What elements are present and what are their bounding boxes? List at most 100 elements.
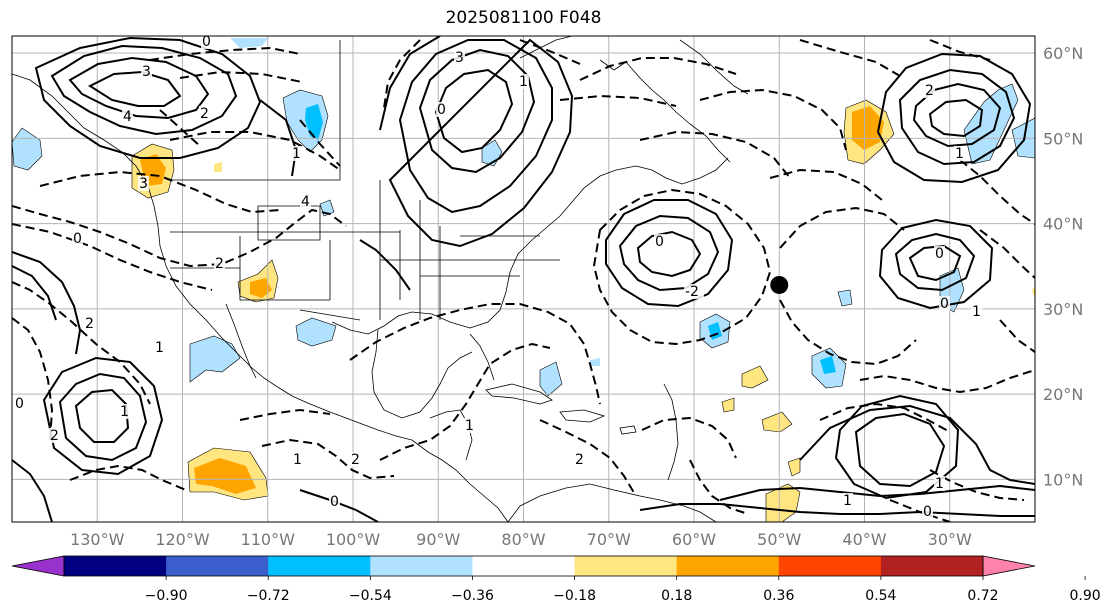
longitude-label: 90°W bbox=[416, 530, 460, 549]
contour-label: 4 bbox=[123, 109, 132, 125]
contour-label: 2 bbox=[925, 83, 934, 99]
colorbar-tick-label: 0.18 bbox=[661, 588, 692, 604]
contour-label: 1 bbox=[935, 476, 944, 492]
contour-label-bg bbox=[119, 404, 130, 419]
contour-label: 1 bbox=[843, 493, 852, 509]
colorbar-extend-high bbox=[982, 555, 1036, 577]
shade-blue bbox=[295, 317, 337, 347]
colorbar-swatch bbox=[574, 556, 678, 576]
shade-yellow bbox=[1032, 286, 1035, 300]
colorbar-swatch bbox=[370, 556, 473, 576]
contour-label-bg bbox=[49, 428, 60, 443]
contour-label-bg bbox=[199, 106, 210, 121]
contour-label: 1 bbox=[519, 74, 528, 90]
shade-blue bbox=[539, 361, 563, 397]
contours-positive bbox=[12, 36, 1035, 522]
contour-label: 0 bbox=[15, 396, 24, 412]
colorbar-swatch bbox=[676, 556, 780, 576]
colorbar-swatch bbox=[64, 556, 167, 576]
colorbar-tick-label: 0.90 bbox=[1070, 588, 1101, 604]
contour-label: 1 bbox=[293, 452, 302, 468]
shade-yellow bbox=[721, 397, 735, 413]
location-marker bbox=[770, 275, 789, 294]
colorbar-swatch bbox=[268, 556, 371, 576]
shade-yellow bbox=[741, 365, 769, 389]
colorbar-tick-label: −0.36 bbox=[451, 588, 494, 604]
contour-label-bg bbox=[922, 504, 933, 519]
colorbar-extend-low bbox=[11, 555, 65, 577]
contour-label-bg bbox=[141, 64, 152, 79]
shade-orange bbox=[250, 278, 272, 298]
shade-cyan bbox=[820, 356, 836, 374]
shade-yellow bbox=[761, 411, 793, 433]
contour-label-bg bbox=[14, 396, 25, 411]
contour-label: 0 bbox=[923, 504, 932, 520]
contour-label-bg bbox=[464, 418, 475, 433]
contour-label-bg bbox=[842, 493, 853, 508]
contour-label: 1 bbox=[155, 340, 164, 356]
colorbar-tick-label: 0.36 bbox=[763, 588, 794, 604]
contour-label-bg bbox=[934, 246, 945, 261]
contour-label-bg bbox=[72, 231, 83, 246]
longitude-label: 60°W bbox=[672, 530, 716, 549]
contour-label: 3 bbox=[142, 64, 151, 80]
shade-yellow bbox=[787, 457, 801, 477]
colorbar-tick-labels: −0.90 −0.72 −0.54 −0.36 −0.18 0.18 0.36 0.54 0.7… bbox=[145, 576, 1101, 604]
colorbar-tick-label: −0.18 bbox=[553, 588, 596, 604]
colorbar-tick-label: −0.90 bbox=[145, 588, 188, 604]
shade-blue bbox=[590, 358, 600, 366]
contour-label: 0 bbox=[73, 231, 82, 247]
contour-label: 3 bbox=[139, 176, 148, 192]
colorbar-tick-label: −0.54 bbox=[349, 588, 392, 604]
contour-label: 2 bbox=[351, 452, 360, 468]
contour-label: 0 bbox=[655, 234, 664, 250]
shade-blue bbox=[230, 38, 268, 48]
longitude-label: 120°W bbox=[155, 530, 210, 549]
contour-label: 1 bbox=[120, 404, 129, 420]
contour-label-bg bbox=[971, 304, 982, 319]
contour-label: 1 bbox=[972, 304, 981, 320]
contour-label-bg bbox=[350, 452, 361, 467]
colorbar-swatch bbox=[778, 556, 882, 576]
contour-label-bg bbox=[292, 452, 303, 467]
contour-label-bg bbox=[291, 146, 302, 161]
colorbar-swatch bbox=[166, 556, 269, 576]
contour-label-bg bbox=[934, 476, 945, 491]
contour-label: 2 bbox=[575, 452, 584, 468]
contours-negative bbox=[12, 39, 1035, 522]
contour-label: 0 bbox=[940, 296, 949, 312]
latitude-label: 10°N bbox=[1043, 470, 1083, 489]
contour-label: 0 bbox=[437, 102, 446, 118]
contour-label-bg bbox=[154, 340, 165, 355]
contour-label-bg bbox=[654, 234, 665, 249]
longitude-label: 110°W bbox=[241, 530, 296, 549]
colorbar-swatch bbox=[880, 556, 984, 576]
contour-label-bg bbox=[201, 36, 212, 49]
shade-blue bbox=[837, 289, 853, 307]
colorbar-tick-label: −0.72 bbox=[247, 588, 290, 604]
colorbar-tick-label: 0.54 bbox=[865, 588, 896, 604]
contour-label-bg bbox=[574, 452, 585, 467]
contour-label: 2 bbox=[200, 106, 209, 122]
contour-label-bg bbox=[214, 256, 225, 271]
map-frame bbox=[11, 35, 1036, 523]
contour-label: 0 bbox=[330, 494, 339, 510]
longitude-label: 70°W bbox=[587, 530, 631, 549]
contour-label: -2 bbox=[685, 284, 699, 300]
longitude-label: 80°W bbox=[501, 530, 545, 549]
latitude-label: 50°N bbox=[1043, 129, 1083, 148]
shade-yellow bbox=[214, 162, 222, 172]
shade-orange bbox=[852, 106, 884, 150]
longitude-label: 100°W bbox=[326, 530, 381, 549]
shade-orange bbox=[194, 458, 256, 494]
contour-label-bg bbox=[436, 102, 447, 117]
shade-blue bbox=[963, 83, 1019, 165]
colorbar-swatch bbox=[472, 556, 576, 576]
contour-label-bg bbox=[954, 146, 965, 161]
longitude-label: 30°W bbox=[928, 530, 972, 549]
latitude-labels: 60°N 50°N 40°N 30°N 20°N 10°N bbox=[1043, 44, 1083, 489]
contour-label: 0 bbox=[202, 34, 211, 50]
contour-label-bg bbox=[924, 83, 935, 98]
contour-label-bg bbox=[138, 176, 149, 191]
